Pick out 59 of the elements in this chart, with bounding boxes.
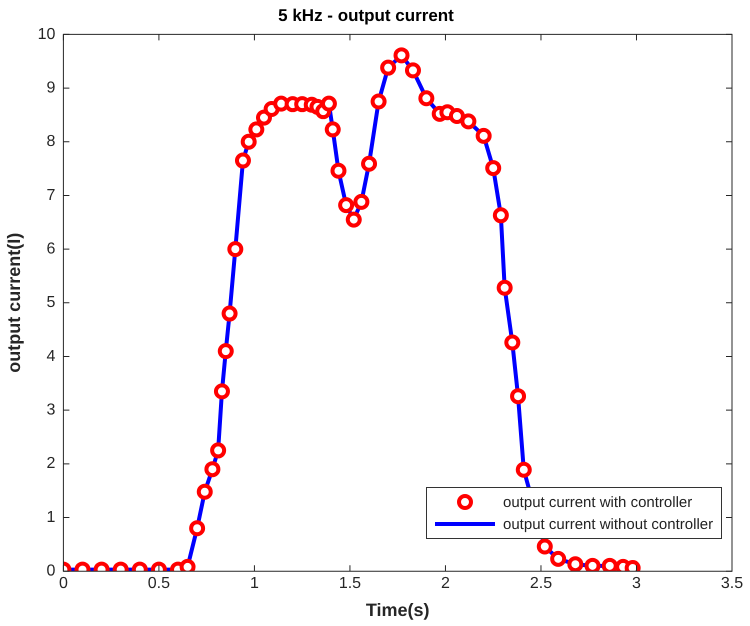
- point: [234, 152, 251, 169]
- point: [516, 462, 532, 478]
- x-tick-label: 1.5: [338, 575, 362, 592]
- y-tick-label: 8: [46, 133, 56, 150]
- chart-title: 5 kHz - output current: [278, 6, 454, 25]
- x-tick-label: 1: [250, 575, 259, 592]
- point: [476, 128, 492, 144]
- y-tick-label: 2: [46, 455, 56, 472]
- point: [394, 47, 410, 64]
- point: [320, 96, 337, 112]
- point: [510, 388, 526, 404]
- point: [504, 334, 520, 351]
- x-tick-label: 2: [441, 575, 450, 592]
- point: [227, 241, 244, 258]
- legend-label: output current with controller: [503, 494, 692, 511]
- point: [448, 108, 465, 124]
- point: [550, 550, 566, 567]
- point: [214, 383, 230, 400]
- point: [460, 113, 476, 130]
- point: [338, 197, 354, 214]
- y-tick-label: 6: [46, 240, 56, 258]
- point: [330, 162, 346, 179]
- y-tick-label: 3: [46, 402, 56, 419]
- y-tick-label: 10: [38, 26, 56, 43]
- point: [222, 306, 238, 322]
- point: [404, 62, 421, 78]
- point: [353, 194, 370, 210]
- point: [536, 538, 553, 555]
- y-tick-label: 5: [46, 294, 56, 312]
- x-tick-label: 0.5: [148, 575, 170, 592]
- y-tick-label: 1: [46, 508, 56, 526]
- point: [189, 520, 206, 536]
- y-tick-label: 0: [46, 562, 56, 580]
- x-tick-label: 2.5: [530, 575, 552, 592]
- point: [218, 343, 234, 360]
- point: [324, 121, 341, 138]
- x-tick-label: 3: [632, 575, 642, 592]
- point: [196, 484, 213, 500]
- point: [361, 156, 378, 172]
- x-tick-label: 3.5: [720, 575, 744, 592]
- y-axis-title: output current(I): [4, 232, 24, 373]
- x-tick-label: 0: [58, 575, 68, 592]
- point: [496, 280, 513, 296]
- point: [485, 160, 502, 176]
- point: [418, 90, 434, 106]
- point: [370, 94, 387, 110]
- point: [210, 442, 226, 458]
- point: [492, 207, 509, 224]
- x-axis-title: Time(s): [366, 600, 430, 620]
- legend-label: output current without controller: [503, 516, 714, 533]
- y-tick-label: 9: [46, 79, 56, 96]
- point: [240, 134, 257, 150]
- y-tick-label: 4: [46, 348, 56, 365]
- point: [346, 212, 362, 228]
- point: [248, 121, 264, 138]
- point: [204, 461, 220, 478]
- point: [380, 60, 396, 76]
- point: [567, 556, 584, 572]
- y-tick-label: 7: [46, 186, 56, 204]
